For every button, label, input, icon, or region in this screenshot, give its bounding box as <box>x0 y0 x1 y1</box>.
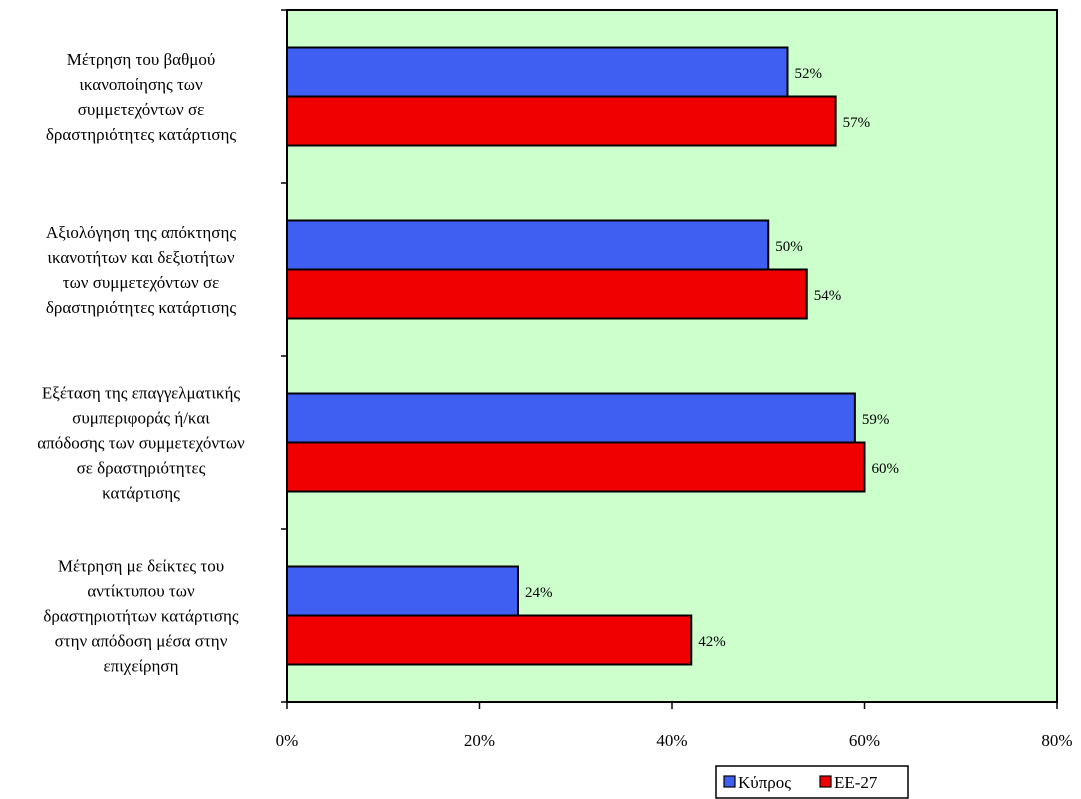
legend-swatch <box>724 776 735 787</box>
x-tick-label: 80% <box>1041 731 1072 750</box>
bar <box>287 221 768 270</box>
data-label: 52% <box>795 66 823 82</box>
data-label: 42% <box>698 634 726 650</box>
x-tick-label: 20% <box>464 731 495 750</box>
legend-swatch <box>820 776 831 787</box>
bar <box>287 616 691 665</box>
legend: Κύπρος ΕΕ-27 <box>716 766 908 798</box>
category-label: Μέτρηση του βαθμού ικανοποίησης των συμμετ… <box>46 50 237 144</box>
x-tick-label: 60% <box>849 731 880 750</box>
bar <box>287 97 836 146</box>
data-label: 59% <box>862 412 890 428</box>
x-tick-label: 0% <box>276 731 299 750</box>
category-label: Μέτρηση με δείκτες του αντίκτυπου των δρασ… <box>43 557 239 676</box>
data-label: 54% <box>814 288 842 304</box>
x-tick-label: 40% <box>656 731 687 750</box>
bar <box>287 48 788 97</box>
bar <box>287 567 518 616</box>
data-label: 60% <box>872 461 900 477</box>
data-label: 24% <box>525 585 553 601</box>
legend-label: Κύπρος <box>738 773 791 792</box>
legend-label: ΕΕ-27 <box>834 773 878 792</box>
bar <box>287 394 855 443</box>
data-label: 57% <box>843 115 871 131</box>
bar <box>287 443 865 492</box>
x-axis: 0% 20% 40% 60% 80% <box>276 702 1073 750</box>
data-label: 50% <box>775 239 803 255</box>
category-label: Εξέταση της επαγγελματικής συμπεριφοράς ή… <box>37 384 245 503</box>
category-labels: Μέτρηση του βαθμού ικανοποίησης των συμμετ… <box>37 50 245 676</box>
category-label: Αξιολόγηση της απόκτησης ικανοτήτων και δ… <box>46 223 237 317</box>
bar <box>287 270 807 319</box>
